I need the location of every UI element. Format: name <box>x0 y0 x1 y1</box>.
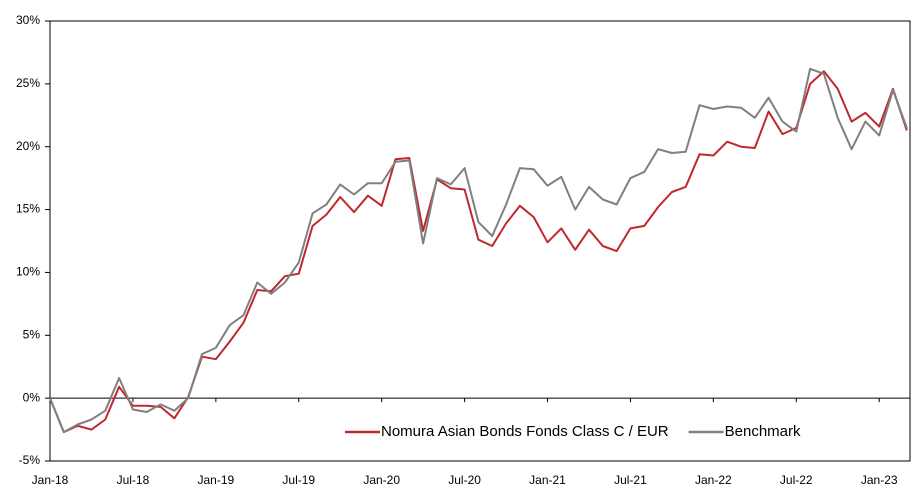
x-tick-label: Jul-19 <box>282 473 315 487</box>
x-tick-label: Jul-18 <box>117 473 150 487</box>
y-tick-label: 5% <box>23 327 41 341</box>
x-tick-label: Jan-23 <box>861 473 898 487</box>
series-line <box>49 70 908 434</box>
legend-label: Nomura Asian Bonds Fonds Class C / EUR <box>381 423 669 440</box>
y-tick-label: 15% <box>16 202 40 216</box>
x-tick-label: Jan-20 <box>363 473 400 487</box>
y-tick-label: 10% <box>16 265 40 279</box>
x-tick-label: Jan-19 <box>197 473 234 487</box>
plot-frame <box>49 20 911 462</box>
series-line <box>49 67 908 434</box>
x-tick-label: Jan-22 <box>695 473 732 487</box>
x-tick-label: Jul-22 <box>780 473 813 487</box>
x-tick-label: Jan-18 <box>32 473 69 487</box>
y-tick-label: 20% <box>16 139 40 153</box>
x-tick-label: Jul-21 <box>614 473 647 487</box>
y-tick-label: 30% <box>16 13 40 27</box>
y-tick-label: 25% <box>16 76 40 90</box>
legend-label: Benchmark <box>725 423 801 440</box>
x-tick-label: Jul-20 <box>448 473 481 487</box>
y-tick-label: 0% <box>23 390 41 404</box>
y-tick-label: -5% <box>19 453 41 467</box>
x-tick-label: Jan-21 <box>529 473 566 487</box>
